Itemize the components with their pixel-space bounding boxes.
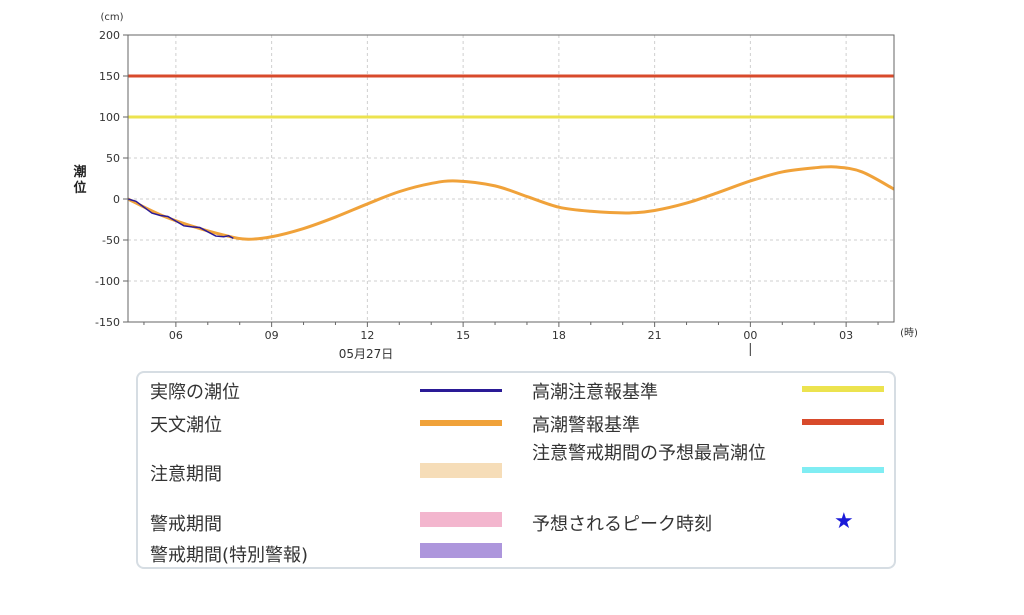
- series-line-actual-tide: [127, 198, 234, 240]
- legend-label-predicted-max-tide: 注意警戒期間の予想最高潮位: [532, 443, 766, 464]
- axis-labels: 200 150 100 50 0 -50 -100 -150 06 09 12 15 18 21 00 03 (…: [73, 12, 918, 361]
- legend-label-warning-period: 警戒期間: [150, 514, 222, 535]
- threshold-lines: [128, 74, 894, 119]
- x-unit-label: (時): [900, 327, 918, 339]
- legend-label-astronomical-tide: 天文潮位: [150, 415, 222, 436]
- y-tick-label: -150: [95, 316, 120, 329]
- x-tick-label: 09: [265, 329, 279, 342]
- y-tick-label: 0: [113, 193, 120, 206]
- legend-swatch-predicted-max-tide: [802, 467, 884, 473]
- y-tick-label: 150: [99, 70, 120, 83]
- legend: 実際の潮位 天文潮位 注意期間 警戒期間 警戒期間(特別警報) 高潮注意報基準 …: [136, 371, 896, 569]
- legend-swatch-special-warning-period: [420, 543, 502, 558]
- y-axis-title-char: 位: [73, 180, 86, 196]
- tide-chart: 200 150 100 50 0 -50 -100 -150 06 09 12 15 18 21 00 03 (…: [73, 12, 918, 361]
- x-tick-label: 18: [552, 329, 566, 342]
- y-unit-label: (cm): [100, 12, 123, 23]
- legend-label-storm-surge-warning: 高潮警報基準: [532, 415, 640, 436]
- chart-axes: [123, 34, 895, 356]
- legend-swatch-storm-surge-advisory: [802, 386, 884, 392]
- legend-swatch-warning-period: [420, 512, 502, 527]
- y-axis-title-char: 潮: [73, 164, 86, 180]
- legend-swatch-caution-period: [420, 463, 502, 478]
- legend-swatch-actual-tide: [420, 389, 502, 392]
- legend-swatch-astronomical-tide: [420, 420, 502, 426]
- chart-grid: [128, 35, 894, 322]
- y-tick-label: -50: [102, 234, 120, 247]
- star-icon: ★: [834, 509, 854, 534]
- y-tick-label: -100: [95, 275, 120, 288]
- x-tick-label: 00: [743, 329, 757, 342]
- tide-series: [127, 165, 895, 241]
- legend-swatch-storm-surge-warning: [802, 419, 884, 425]
- legend-label-actual-tide: 実際の潮位: [150, 382, 240, 403]
- legend-label-caution-period: 注意期間: [150, 464, 222, 485]
- y-tick-label: 100: [99, 111, 120, 124]
- legend-label-special-warning-period: 警戒期間(特別警報): [150, 545, 309, 566]
- x-tick-label: 06: [169, 329, 183, 342]
- date-label: 05月27日: [339, 347, 394, 361]
- x-tick-label: 03: [839, 329, 853, 342]
- plot-frame: [127, 34, 895, 323]
- legend-label-peak-time: 予想されるピーク時刻: [532, 514, 712, 535]
- x-tick-label: 12: [360, 329, 374, 342]
- x-tick-label: 15: [456, 329, 470, 342]
- series-line-astronomical-tide: [127, 165, 895, 241]
- x-tick-label: 21: [648, 329, 662, 342]
- y-tick-label: 200: [99, 29, 120, 42]
- legend-label-storm-surge-advisory: 高潮注意報基準: [532, 382, 658, 403]
- y-tick-label: 50: [106, 152, 120, 165]
